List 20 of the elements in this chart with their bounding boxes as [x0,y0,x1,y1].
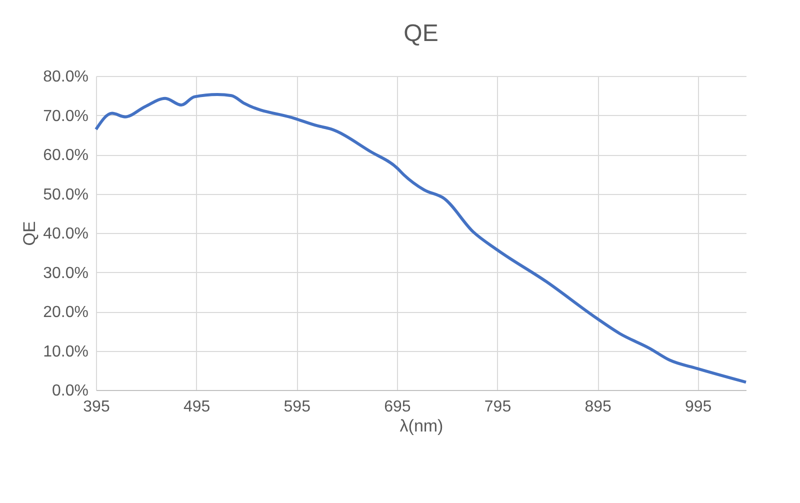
y-tick-label: 40.0% [43,226,88,242]
y-tick-label: 10.0% [43,343,88,360]
y-tick-label: 0.0% [52,382,88,400]
x-tick-label: 995 [685,398,712,416]
y-tick-label: 50.0% [43,186,88,204]
x-tick-label: 795 [484,398,512,416]
y-tick-label: 80.0% [43,68,88,86]
x-tick-label: 595 [284,398,311,416]
y-axis-title: QE [20,221,40,246]
y-tick-label: 60.0% [43,147,88,164]
x-tick-label: 695 [384,398,411,416]
y-tick-label: 70.0% [43,108,88,125]
line-series [94,92,748,384]
y-tick-label: 20.0% [43,304,88,321]
x-tick-label: 495 [183,398,210,416]
chart-title: QE [404,20,438,47]
x-axis-title: λ(nm) [400,416,444,436]
x-tick-label: 895 [584,398,612,416]
y-tick-label: 30.0% [43,264,88,282]
x-tick-label: 395 [83,398,110,416]
